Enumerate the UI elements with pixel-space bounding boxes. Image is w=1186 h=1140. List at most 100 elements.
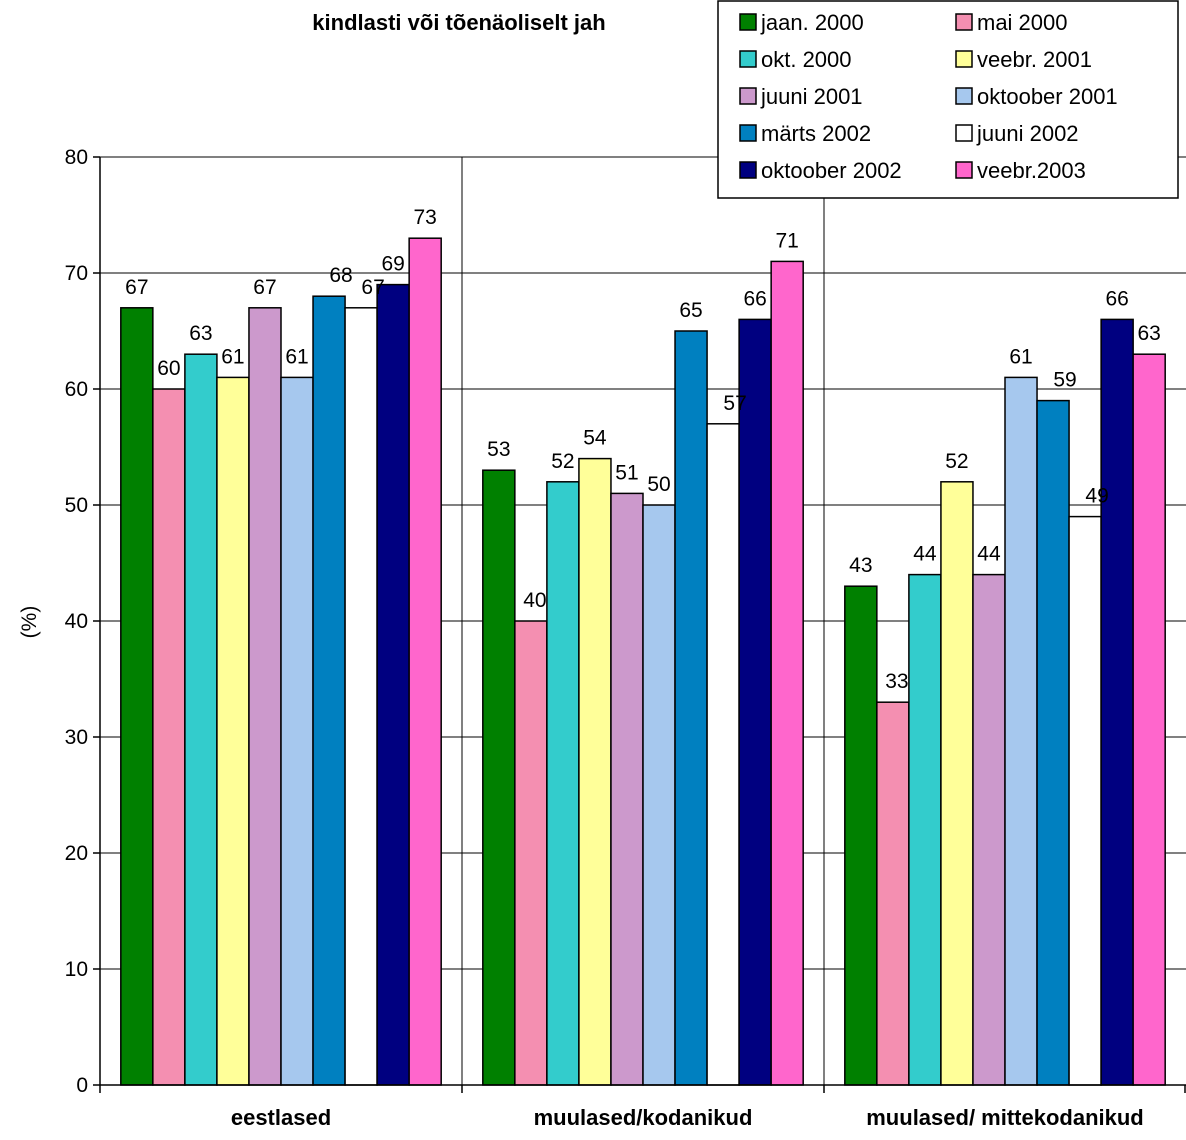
bar <box>1068 515 1102 1086</box>
data-label: 44 <box>977 543 1001 566</box>
bar <box>1132 353 1166 1086</box>
data-label: 40 <box>523 589 546 612</box>
y-tick-label: 0 <box>76 1074 88 1097</box>
legend-swatch <box>739 50 757 68</box>
bar <box>1036 399 1070 1086</box>
data-label: 60 <box>157 357 180 380</box>
y-tick-label: 20 <box>65 842 88 865</box>
bar <box>546 481 580 1086</box>
data-label: 73 <box>413 206 436 229</box>
legend-label: veebr. 2001 <box>977 47 1092 72</box>
y-tick-label: 50 <box>65 494 88 517</box>
legend-label: oktoober 2001 <box>977 84 1118 109</box>
bar <box>610 492 644 1086</box>
bar <box>514 620 548 1086</box>
legend-label: juuni 2002 <box>976 121 1079 146</box>
bar <box>770 260 804 1086</box>
y-axis-label: (%) <box>18 606 41 639</box>
data-label: 63 <box>189 322 212 345</box>
bar <box>152 388 186 1086</box>
data-label: 59 <box>1053 369 1076 392</box>
y-axis: 0 10 20 30 40 50 60 70 80 <box>65 146 101 1097</box>
bar <box>184 353 218 1086</box>
legend-label: juuni 2001 <box>760 84 863 109</box>
data-label: 67 <box>253 276 276 299</box>
bar <box>1004 376 1038 1086</box>
bar <box>674 330 708 1086</box>
bar <box>216 376 250 1086</box>
data-label: 44 <box>913 543 937 566</box>
legend-box <box>717 0 1179 199</box>
x-category-label: eestlased <box>231 1105 331 1130</box>
legend-label: märts 2002 <box>761 121 871 146</box>
bar <box>376 283 410 1086</box>
data-labels: 67 53 43 60 40 33 63 52 44 61 54 52 67 51 44 61 50 61 68 65… <box>125 206 1161 693</box>
legend-swatch <box>739 124 757 142</box>
data-label: 53 <box>487 438 510 461</box>
data-label: 67 <box>125 276 148 299</box>
bar <box>280 376 314 1086</box>
bar <box>972 573 1006 1086</box>
data-label: 61 <box>1009 345 1032 368</box>
legend-label: mai 2000 <box>977 10 1068 35</box>
legend-label: veebr.2003 <box>977 158 1086 183</box>
bar <box>642 504 676 1086</box>
bar <box>312 295 346 1086</box>
y-tick-label: 70 <box>65 262 88 285</box>
bar <box>344 307 378 1086</box>
data-label: 71 <box>775 229 798 252</box>
data-label: 57 <box>723 392 746 415</box>
data-label: 54 <box>583 427 607 450</box>
legend-swatch <box>955 87 973 105</box>
bar <box>248 307 282 1086</box>
data-label: 63 <box>1137 322 1160 345</box>
data-label: 61 <box>221 345 244 368</box>
data-label: 52 <box>551 450 574 473</box>
bar <box>706 423 740 1086</box>
y-tick-label: 40 <box>65 610 88 633</box>
x-axis: eestlased muulased/kodanikud muulased/ mit… <box>99 1084 1186 1130</box>
data-label: 66 <box>1105 287 1128 310</box>
legend-swatch <box>955 13 973 31</box>
bar <box>408 237 442 1086</box>
data-label: 66 <box>743 287 766 310</box>
bar <box>482 469 516 1086</box>
bar <box>120 307 154 1086</box>
x-category-label: muulased/ mittekodanikud <box>866 1105 1144 1130</box>
data-label: 52 <box>945 450 968 473</box>
x-category-label: muulased/kodanikud <box>534 1105 753 1130</box>
bar <box>738 318 772 1086</box>
y-tick-label: 10 <box>65 958 88 981</box>
data-label: 43 <box>849 554 872 577</box>
bar <box>844 585 878 1086</box>
legend-label: okt. 2000 <box>761 47 852 72</box>
chart-title: kindlasti või tõenäoliselt jah <box>312 10 605 35</box>
data-label: 51 <box>615 461 638 484</box>
bars <box>120 237 1166 1086</box>
bar <box>940 481 974 1086</box>
data-label: 33 <box>885 670 908 693</box>
legend-swatch <box>739 87 757 105</box>
legend-swatch <box>955 50 973 68</box>
legend-swatch <box>739 161 757 179</box>
y-tick-label: 30 <box>65 726 88 749</box>
data-label: 49 <box>1085 485 1108 508</box>
legend-swatch <box>739 13 757 31</box>
y-tick-label: 60 <box>65 378 88 401</box>
legend: jaan. 2000 mai 2000 okt. 2000 veebr. 2001 ju… <box>717 0 1179 199</box>
legend-label: jaan. 2000 <box>760 10 864 35</box>
data-label: 61 <box>285 345 308 368</box>
data-label: 69 <box>381 253 404 276</box>
data-label: 67 <box>361 276 384 299</box>
data-label: 68 <box>329 264 352 287</box>
legend-swatch <box>955 124 973 142</box>
bar <box>876 701 910 1086</box>
data-label: 50 <box>647 473 670 496</box>
legend-swatch <box>955 161 973 179</box>
bar <box>908 573 942 1086</box>
bar <box>578 457 612 1086</box>
data-label: 65 <box>679 299 702 322</box>
y-tick-label: 80 <box>65 146 88 169</box>
legend-label: oktoober 2002 <box>761 158 902 183</box>
